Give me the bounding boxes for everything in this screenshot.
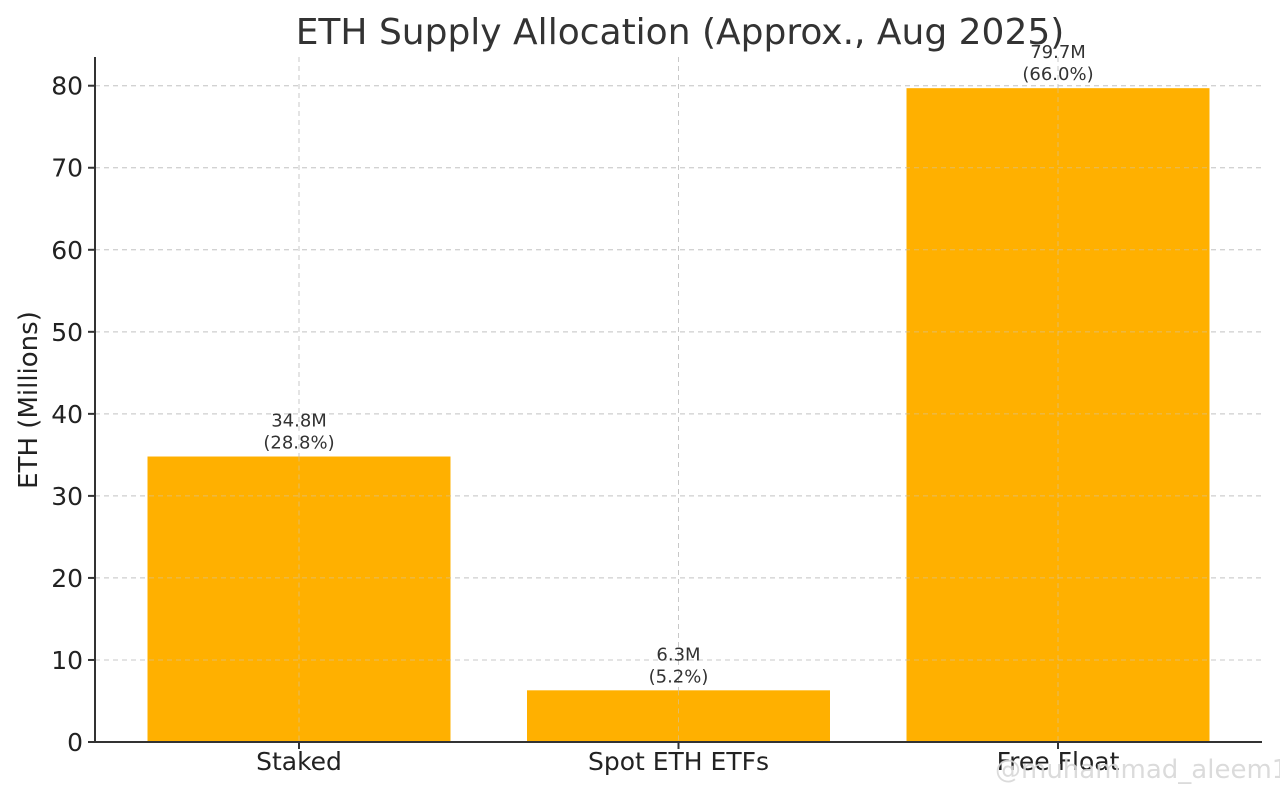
x-tick-label: Free Float	[997, 747, 1120, 776]
data-label-percent: (66.0%)	[1022, 64, 1093, 85]
data-label-value: 6.3M	[656, 644, 700, 665]
data-labels: 34.8M(28.8%) 6.3M(5.2%) 79.7M(66.0%)	[263, 42, 1093, 687]
data-label-value: 79.7M	[1030, 42, 1086, 63]
data-label-percent: (5.2%)	[649, 666, 709, 687]
bars	[95, 85, 1262, 743]
y-tick-label: 40	[51, 400, 83, 429]
bar-0	[147, 456, 451, 742]
y-tick-label: 20	[51, 564, 83, 593]
data-label-percent: (28.8%)	[263, 433, 334, 454]
x-tick-label: Spot ETH ETFs	[588, 747, 769, 776]
y-axis-label: ETH (Millions)	[14, 311, 44, 489]
y-tick-label: 50	[51, 318, 83, 347]
watermark-text: @muhammad_aleem19	[995, 755, 1280, 785]
x-tick-labels: Staked Spot ETH ETFs Free Float	[256, 742, 1120, 776]
y-tick-label: 0	[67, 728, 83, 757]
data-label-value: 34.8M	[271, 411, 327, 432]
y-tick-labels: 0 10 20 30 40 50 60 70 80	[51, 72, 95, 757]
bar-1	[527, 690, 830, 742]
y-tick-label: 80	[51, 72, 83, 101]
y-tick-label: 70	[51, 154, 83, 183]
y-tick-label: 30	[51, 482, 83, 511]
y-tick-label: 10	[51, 646, 83, 675]
chart-title: ETH Supply Allocation (Approx., Aug 2025…	[296, 12, 1065, 53]
x-tick-label: Staked	[256, 747, 342, 776]
y-tick-label: 60	[51, 236, 83, 265]
